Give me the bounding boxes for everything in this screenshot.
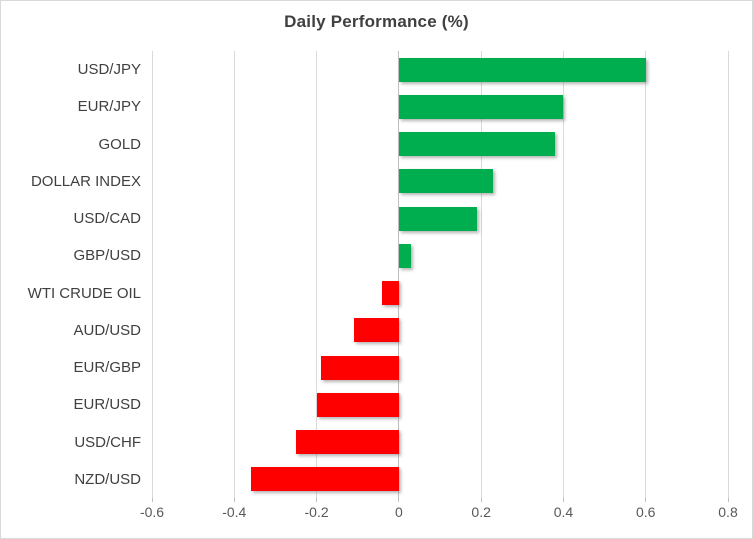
- axis-tick: [398, 498, 400, 502]
- plot-area: [151, 51, 729, 502]
- gridline: [562, 51, 564, 498]
- category-label: WTI CRUDE OIL: [27, 284, 141, 302]
- x-tick-label: 0.8: [718, 504, 738, 520]
- category-label: EUR/JPY: [77, 98, 141, 116]
- x-tick-label: -0.4: [222, 504, 247, 520]
- x-tick-label: 0.2: [471, 504, 491, 520]
- axis-tick: [562, 498, 564, 502]
- bar-gbp-usd: [398, 243, 412, 268]
- axis-tick: [233, 498, 235, 502]
- category-label: AUD/USD: [73, 321, 141, 339]
- bar-dollar-index: [398, 169, 494, 194]
- bar-wti-crude-oil: [382, 281, 399, 306]
- bar-eur-gbp: [320, 355, 399, 380]
- chart-title: Daily Performance (%): [284, 12, 469, 31]
- x-tick-label: 0.6: [635, 504, 656, 520]
- bar-eur-usd: [316, 392, 399, 417]
- axis-tick: [480, 498, 482, 502]
- bar-nzd-usd: [250, 467, 399, 492]
- category-label: GBP/USD: [73, 247, 141, 265]
- category-label: EUR/GBP: [73, 359, 141, 377]
- x-axis: -0.6 -0.4 -0.2 0 0.2 0.4 0.6 0.8: [1, 504, 752, 528]
- gridline: [316, 51, 318, 498]
- bar-usd-cad: [398, 206, 477, 231]
- category-axis: USD/JPY EUR/JPY GOLD DOLLAR INDEX USD/CAD GBP…: [1, 51, 141, 498]
- gridline: [233, 51, 235, 498]
- bar-gold: [398, 132, 556, 157]
- bar-usd-jpy: [398, 57, 646, 82]
- x-tick-label: -0.2: [304, 504, 329, 520]
- gridline: [645, 51, 647, 498]
- category-label: USD/CAD: [73, 210, 141, 228]
- bar-eur-jpy: [398, 94, 564, 119]
- axis-tick: [151, 498, 153, 502]
- category-label: DOLLAR INDEX: [30, 172, 141, 190]
- category-label: EUR/USD: [73, 396, 141, 414]
- gridline: [151, 51, 153, 498]
- x-tick-label: 0.4: [553, 504, 574, 520]
- x-tick-label: 0: [394, 504, 403, 520]
- axis-tick: [645, 498, 647, 502]
- x-tick-label: -0.6: [139, 504, 165, 520]
- category-label: USD/JPY: [77, 61, 141, 79]
- gridline: [727, 51, 729, 498]
- axis-tick: [727, 498, 729, 502]
- bar-usd-chf: [296, 430, 399, 455]
- category-label: NZD/USD: [74, 470, 141, 488]
- gridline: [480, 51, 482, 498]
- category-label: USD/CHF: [74, 433, 141, 451]
- category-label: GOLD: [98, 135, 141, 153]
- zero-axis-line: [398, 51, 400, 498]
- bar-aud-usd: [353, 318, 399, 343]
- axis-tick: [316, 498, 318, 502]
